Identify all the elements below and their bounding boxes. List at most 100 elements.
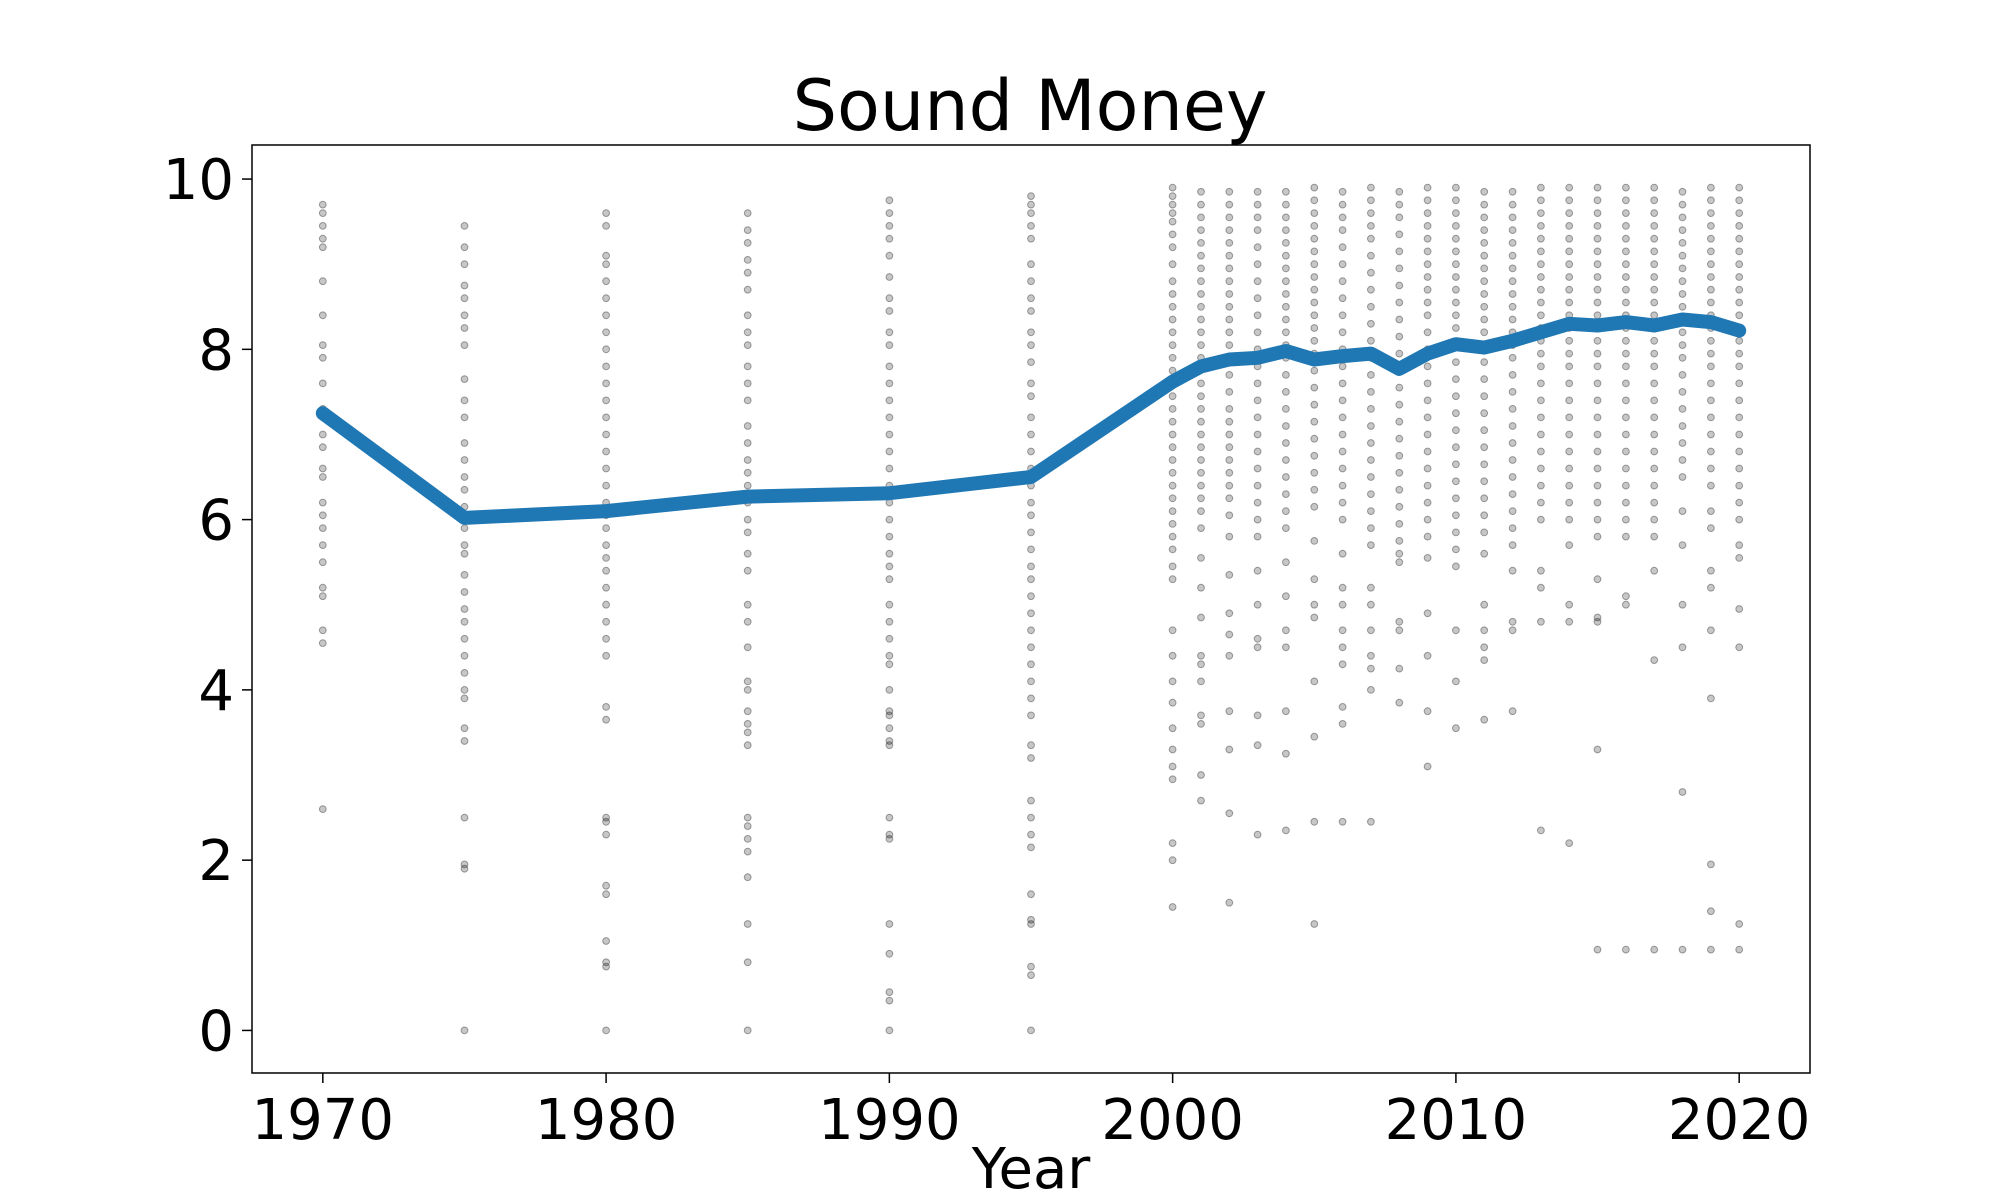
scatter-point xyxy=(1395,549,1404,558)
scatter-point xyxy=(1395,434,1404,443)
scatter-point xyxy=(1338,213,1347,222)
scatter-point xyxy=(1225,745,1234,754)
scatter-point xyxy=(1735,260,1744,269)
scatter-point xyxy=(1707,222,1715,230)
scatter-point xyxy=(1282,388,1290,396)
scatter-point xyxy=(1452,234,1460,243)
scatter-point xyxy=(885,686,894,694)
scatter-point xyxy=(1027,358,1035,367)
scatter-point xyxy=(1168,392,1177,401)
scatter-point xyxy=(885,273,894,281)
scatter-point xyxy=(1253,481,1262,490)
scatter-point xyxy=(1423,379,1432,388)
scatter-point xyxy=(1197,290,1205,298)
scatter-point xyxy=(1537,298,1545,307)
scatter-point xyxy=(1225,315,1234,324)
scatter-point xyxy=(1168,315,1177,324)
scatter-point xyxy=(743,707,752,716)
scatter-point xyxy=(460,396,469,405)
scatter-point xyxy=(1197,507,1205,516)
scatter-point xyxy=(1282,643,1290,652)
scatter-point xyxy=(1310,366,1319,375)
scatter-point xyxy=(1480,600,1489,609)
scatter-point xyxy=(1282,200,1290,209)
scatter-point xyxy=(1593,285,1602,294)
scatter-point xyxy=(885,741,894,750)
scatter-point xyxy=(1338,447,1347,456)
scatter-point xyxy=(1367,456,1375,464)
scatter-point xyxy=(1027,890,1035,899)
scatter-point xyxy=(1565,362,1574,371)
scatter-point xyxy=(1650,413,1659,422)
scatter-point xyxy=(1707,464,1715,473)
scatter-point xyxy=(1253,187,1262,196)
scatter-point xyxy=(1423,311,1432,320)
scatter-point xyxy=(1452,626,1460,635)
scatter-point xyxy=(460,281,469,290)
scatter-point xyxy=(1225,302,1234,311)
scatter-point xyxy=(1565,183,1574,192)
scatter-point xyxy=(1508,187,1517,196)
scatter-point xyxy=(1367,251,1375,260)
scatter-point xyxy=(1678,388,1687,396)
scatter-point xyxy=(318,583,327,592)
scatter-point xyxy=(1735,920,1744,928)
scatter-point xyxy=(1678,187,1687,196)
scatter-point xyxy=(885,737,894,745)
scatter-point xyxy=(1480,302,1489,311)
scatter-point xyxy=(1027,192,1035,201)
scatter-point xyxy=(1225,328,1234,337)
scatter-point xyxy=(1282,592,1290,601)
scatter-point xyxy=(1027,575,1035,584)
scatter-point xyxy=(1310,502,1319,511)
scatter-point xyxy=(1338,660,1347,669)
scatter-point xyxy=(743,239,752,247)
scatter-point xyxy=(1225,251,1234,260)
scatter-point xyxy=(1537,311,1545,320)
scatter-point xyxy=(1168,626,1177,635)
scatter-point xyxy=(1480,392,1489,401)
scatter-point xyxy=(318,524,327,532)
scatter-point xyxy=(318,234,327,243)
scatter-point xyxy=(1338,200,1347,209)
scatter-point xyxy=(1197,264,1205,273)
scatter-point xyxy=(460,549,469,558)
scatter-point xyxy=(1565,379,1574,388)
scatter-point xyxy=(1168,192,1177,201)
scatter-point xyxy=(1225,430,1234,439)
scatter-point xyxy=(1310,613,1319,622)
scatter-point xyxy=(1452,273,1460,281)
scatter-point xyxy=(1338,413,1347,422)
scatter-point xyxy=(1423,183,1432,192)
scatter-point xyxy=(1508,251,1517,260)
scatter-point xyxy=(1735,209,1744,218)
scatter-point xyxy=(1027,962,1035,971)
scatter-point xyxy=(1168,430,1177,439)
scatter-point xyxy=(1423,481,1432,490)
scatter-point xyxy=(1650,311,1659,320)
scatter-point xyxy=(1282,456,1290,464)
scatter-point xyxy=(1197,302,1205,311)
scatter-point xyxy=(1197,481,1205,490)
scatter-point xyxy=(1253,830,1262,839)
scatter-point xyxy=(743,311,752,320)
scatter-point xyxy=(1168,520,1177,528)
scatter-point xyxy=(885,575,894,584)
scatter-point xyxy=(1225,405,1234,413)
scatter-point xyxy=(743,379,752,388)
scatter-point xyxy=(885,830,894,839)
scatter-point xyxy=(1253,464,1262,473)
scatter-point xyxy=(602,600,610,609)
scatter-point xyxy=(1027,711,1035,720)
scatter-points xyxy=(318,183,1744,1035)
scatter-point xyxy=(602,541,610,549)
scatter-point xyxy=(1678,945,1687,954)
scatter-point xyxy=(318,311,327,320)
scatter-point xyxy=(602,396,610,405)
scatter-point xyxy=(1593,745,1602,754)
scatter-point xyxy=(318,222,327,230)
scatter-point xyxy=(1735,481,1744,490)
scatter-point xyxy=(1027,626,1035,635)
scatter-point xyxy=(1480,290,1489,298)
scatter-point xyxy=(1480,358,1489,367)
